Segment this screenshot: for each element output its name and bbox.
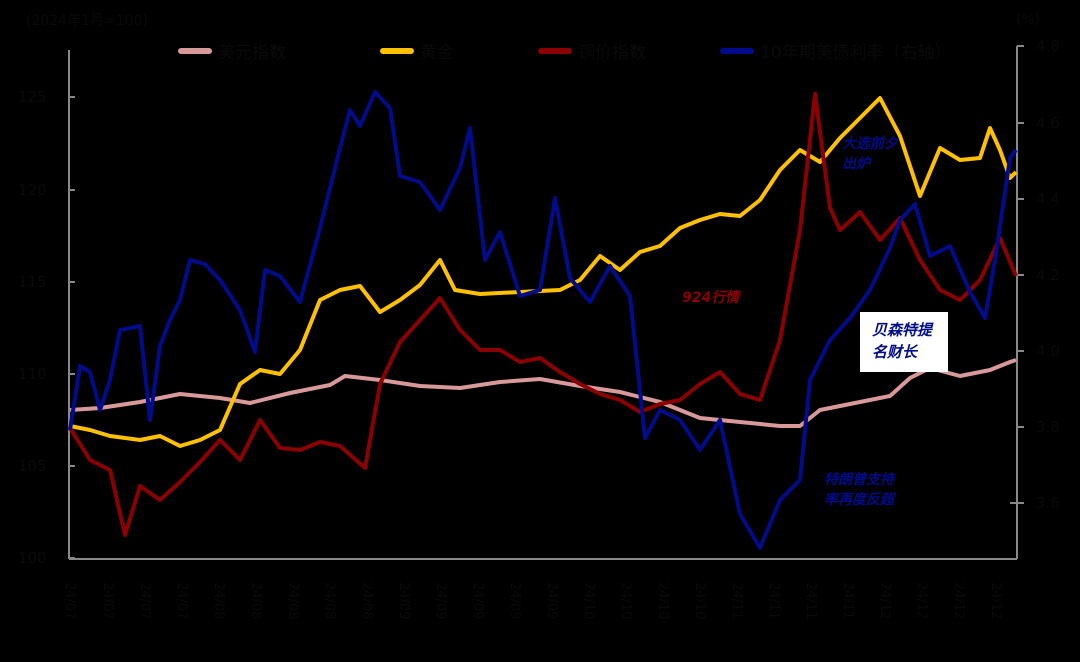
x-tick: 24/07: [137, 582, 152, 620]
x-tick: 24/08: [248, 582, 263, 620]
legend-swatch: [720, 47, 754, 54]
legend-label: 美元指数: [218, 43, 286, 63]
annotation-924-rally: 924行情: [682, 290, 740, 306]
legend-label: 10年期美债利率（右轴）: [760, 43, 952, 63]
x-tick: 24/11: [766, 582, 781, 620]
x-tick: 24/07: [62, 582, 77, 620]
chart-legend: 美元指数 黄金 铜价指数 10年期美债利率（右轴）: [178, 38, 952, 63]
x-tick: 24/09: [433, 582, 448, 620]
x-tick: 24/08: [359, 582, 374, 620]
x-tick: 24/07: [174, 582, 189, 620]
annotation-election: 大选前夕 出炉: [842, 134, 898, 174]
x-tick: 24/08: [285, 582, 300, 620]
legend-item-gold: 黄金: [380, 38, 454, 63]
x-tick: 24/11: [729, 582, 744, 620]
left-tick: 105: [18, 457, 47, 475]
right-tick: 4.0: [1036, 342, 1060, 360]
legend-swatch: [380, 47, 414, 54]
x-tick: 24/12: [914, 582, 929, 620]
annotation-line: 大选前夕: [842, 136, 898, 152]
x-tick: 24/10: [692, 582, 707, 620]
legend-label: 铜价指数: [578, 43, 646, 63]
right-tick: 4.6: [1036, 114, 1060, 132]
series-gold: [69, 96, 1018, 448]
right-tick: 3.8: [1036, 418, 1060, 436]
left-axis-unit: (2024年1月=100): [26, 13, 148, 29]
left-tick: 120: [18, 181, 47, 199]
x-tick: 24/12: [988, 582, 1003, 620]
x-tick: 24/10: [618, 582, 633, 620]
legend-label: 黄金: [420, 43, 454, 63]
annotation-box: [860, 312, 948, 372]
series-us10y: [68, 90, 1018, 550]
right-tick: 4.2: [1036, 266, 1060, 284]
left-tick: 100: [18, 549, 47, 567]
annotation-line: 贝森特提: [872, 321, 933, 339]
legend-item-us10y: 10年期美债利率（右轴）: [720, 38, 952, 63]
annotation-trump-polls: 特朗普支持 率再度反超: [824, 470, 894, 510]
left-tick: 110: [18, 365, 47, 383]
x-tick: 24/10: [581, 582, 596, 620]
x-tick: 24/10: [655, 582, 670, 620]
x-tick: 24/12: [951, 582, 966, 620]
annotation-bessent: 贝森特提 名财长: [872, 319, 932, 363]
x-tick: 24/08: [322, 582, 337, 620]
x-tick: 24/09: [470, 582, 485, 620]
annotation-line: 名财长: [872, 343, 918, 361]
legend-swatch: [538, 47, 572, 54]
right-tick: 4.4: [1036, 190, 1060, 208]
legend-item-copper: 铜价指数: [538, 38, 646, 63]
annotation-line: 特朗普支持: [824, 472, 894, 488]
x-tick: 24/11: [840, 582, 855, 620]
x-tick: 24/07: [100, 582, 115, 620]
x-tick: 24/08: [211, 582, 226, 620]
legend-swatch: [178, 47, 212, 54]
x-tick: 24/11: [803, 582, 818, 620]
legend-item-usd-index: 美元指数: [178, 38, 286, 63]
left-tick: 125: [18, 88, 47, 106]
x-tick: 24/09: [507, 582, 522, 620]
series-usd-index: [69, 358, 1017, 428]
x-tick: 24/09: [396, 582, 411, 620]
annotation-line: 出炉: [842, 156, 870, 172]
right-axis-unit: (%): [1016, 12, 1041, 28]
right-tick: 4.8: [1036, 37, 1060, 55]
x-tick: 24/09: [544, 582, 559, 620]
annotation-line: 率再度反超: [824, 492, 894, 508]
x-tick: 24/12: [877, 582, 892, 620]
right-tick: 3.6: [1036, 494, 1060, 512]
series-copper: [68, 92, 1018, 537]
left-tick: 115: [18, 273, 47, 291]
